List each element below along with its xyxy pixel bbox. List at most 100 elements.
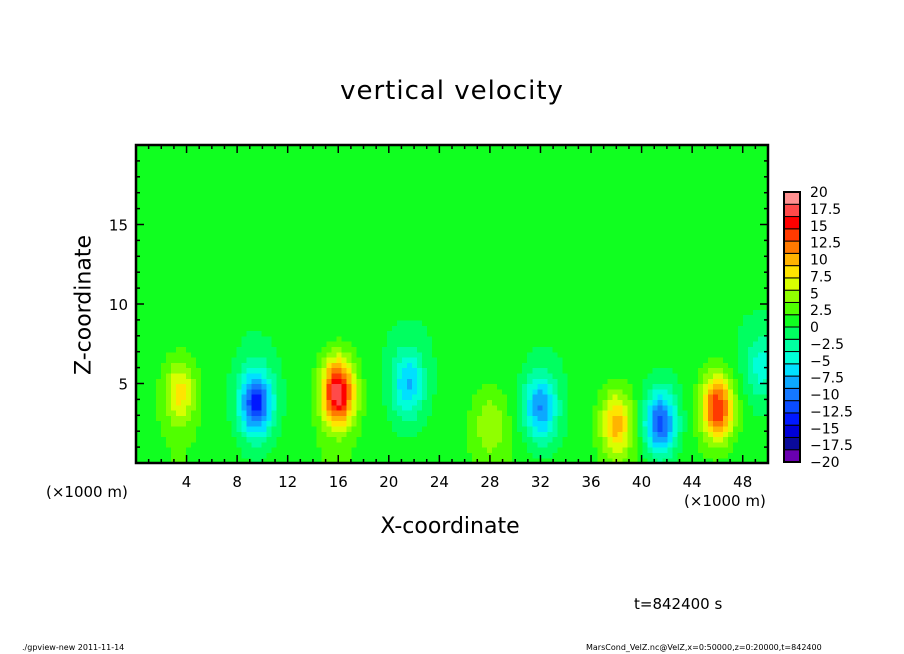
heatmap-cell (542, 304, 548, 310)
heatmap-cell (151, 198, 157, 204)
heatmap-cell (472, 330, 478, 337)
heatmap-cell (186, 367, 192, 374)
heatmap-cell (261, 198, 268, 204)
heatmap-cell (326, 208, 333, 215)
heatmap-cell (547, 203, 553, 210)
heatmap-cell (386, 187, 393, 194)
heatmap-cell (286, 452, 293, 459)
heatmap-cell (446, 245, 453, 252)
heatmap-cell (291, 431, 298, 438)
heatmap-cell (251, 272, 257, 279)
heatmap-cell (276, 314, 283, 321)
heatmap-cell (426, 415, 433, 422)
heatmap-cell (507, 346, 513, 353)
heatmap-cell (472, 182, 478, 188)
heatmap-cell (356, 166, 363, 173)
heatmap-cell (326, 203, 333, 210)
heatmap-cell (236, 351, 242, 358)
heatmap-cell (522, 399, 528, 406)
heatmap-cell (236, 383, 242, 390)
heatmap-cell (136, 145, 142, 151)
heatmap-cell (296, 441, 303, 448)
heatmap-cell (472, 351, 478, 358)
heatmap-cell (276, 166, 283, 173)
heatmap-cell (351, 319, 358, 326)
heatmap-cell (241, 171, 247, 178)
heatmap-cell (261, 436, 268, 443)
heatmap-cell (276, 410, 283, 416)
heatmap-cell (472, 304, 478, 310)
heatmap-cell (467, 346, 473, 353)
heatmap-cell (211, 235, 217, 241)
heatmap-cell (161, 288, 167, 294)
heatmap-cell (136, 351, 142, 358)
heatmap-cell (336, 288, 343, 294)
heatmap-cell (281, 388, 288, 395)
heatmap-cell (512, 410, 518, 416)
heatmap-cell (306, 166, 313, 173)
heatmap-cell (246, 441, 252, 448)
heatmap-cell (351, 314, 358, 321)
heatmap-cell (231, 431, 237, 438)
heatmap-cell (507, 166, 513, 173)
heatmap-cell (527, 351, 533, 358)
heatmap-cell (251, 325, 257, 332)
heatmap-cell (547, 187, 553, 194)
heatmap-cell (181, 166, 187, 173)
heatmap-cell (391, 304, 398, 310)
heatmap-cell (477, 388, 483, 395)
heatmap-cell (426, 150, 433, 157)
heatmap-cell (547, 431, 553, 438)
heatmap-cell (266, 277, 273, 284)
heatmap-cell (246, 160, 252, 167)
heatmap-cell (441, 245, 448, 252)
heatmap-cell (296, 240, 303, 247)
heatmap-cell (256, 208, 262, 215)
heatmap-cell (256, 187, 262, 194)
heatmap-cell (271, 367, 278, 374)
heatmap-cell (416, 420, 423, 427)
heatmap-cell (351, 203, 358, 210)
heatmap-cell (522, 388, 528, 395)
heatmap-cell (261, 145, 268, 151)
heatmap-cell (211, 256, 217, 263)
heatmap-cell (231, 266, 237, 273)
heatmap-cell (171, 410, 177, 416)
heatmap-cell (226, 383, 232, 390)
heatmap-cell (497, 457, 503, 464)
heatmap-cell (467, 266, 473, 273)
heatmap-cell (487, 335, 493, 342)
heatmap-cell (256, 219, 262, 226)
heatmap-cell (201, 441, 207, 448)
heatmap-cell (346, 166, 353, 173)
heatmap-cell (246, 240, 252, 247)
heatmap-cell (421, 155, 428, 162)
heatmap-cell (171, 240, 177, 247)
heatmap-cell (326, 410, 333, 416)
heatmap-cell (266, 425, 273, 432)
heatmap-cell (181, 351, 187, 358)
heatmap-cell (281, 394, 288, 400)
heatmap-cell (477, 362, 483, 369)
heatmap-cell (547, 330, 553, 337)
heatmap-cell (266, 187, 273, 194)
heatmap-cell (371, 410, 378, 416)
heatmap-cell (507, 293, 513, 300)
heatmap-cell (492, 145, 498, 151)
heatmap-cell (537, 176, 543, 183)
heatmap-cell (136, 319, 142, 326)
heatmap-cell (401, 150, 408, 157)
heatmap-cell (487, 277, 493, 284)
heatmap-cell (176, 357, 182, 363)
heatmap-cell (226, 431, 232, 438)
heatmap-cell (246, 319, 252, 326)
heatmap-cell (381, 457, 388, 464)
heatmap-cell (181, 362, 187, 369)
heatmap-cell (391, 431, 398, 438)
heatmap-cell (522, 293, 528, 300)
heatmap-cell (296, 436, 303, 443)
heatmap-cell (296, 309, 303, 316)
heatmap-cell (136, 420, 142, 427)
heatmap-cell (296, 431, 303, 438)
heatmap-cell (441, 150, 448, 157)
